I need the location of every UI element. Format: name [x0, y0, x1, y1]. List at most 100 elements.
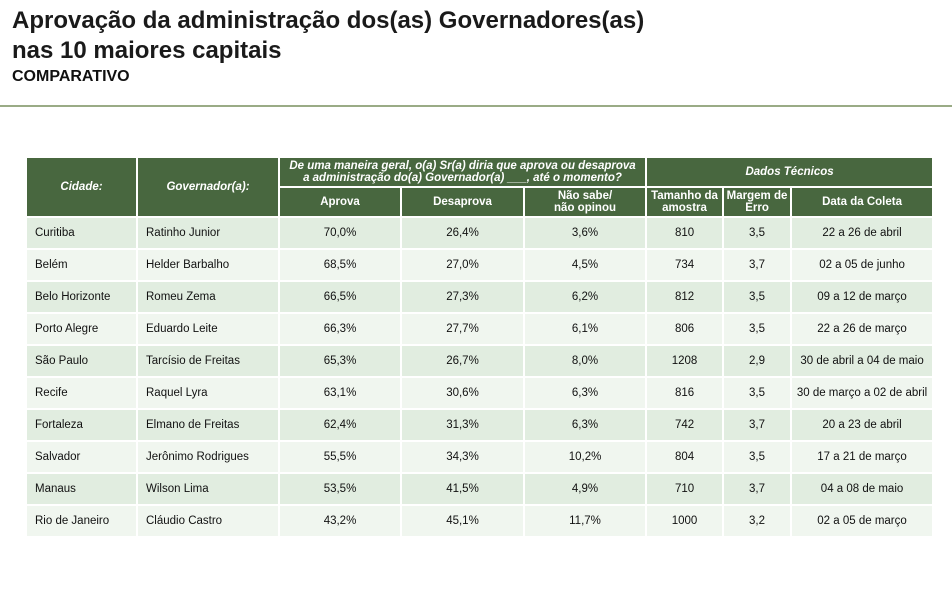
cell-city: Salvador: [27, 442, 136, 474]
col-header-sample-size-line-1: Tamanho da: [651, 190, 718, 202]
page-title: Aprovação da administração dos(as) Gover…: [12, 6, 644, 66]
cell-approve: 43,2%: [280, 506, 400, 538]
table-row: Curitiba Ratinho Junior 70,0% 26,4% 3,6%…: [27, 218, 933, 250]
cell-governor: Jerônimo Rodrigues: [138, 442, 278, 474]
table-row: Recife Raquel Lyra 63,1% 30,6% 6,3% 816 …: [27, 378, 933, 410]
cell-sample-size: 804: [647, 442, 723, 474]
cell-disapprove: 27,0%: [402, 250, 523, 282]
cell-sample-size: 810: [647, 218, 723, 250]
col-header-margin-error-line-2: Erro: [745, 202, 769, 214]
tech-data-header: Dados Técnicos: [647, 158, 933, 188]
cell-city: Belém: [27, 250, 136, 282]
cell-disapprove: 26,7%: [402, 346, 523, 378]
cell-disapprove: 31,3%: [402, 410, 523, 442]
cell-city: Manaus: [27, 474, 136, 506]
cell-dont-know: 10,2%: [525, 442, 646, 474]
col-header-collection-date: Data da Coleta: [792, 188, 933, 218]
cell-governor: Cláudio Castro: [138, 506, 278, 538]
col-header-margin-error-line-1: Margem de: [726, 190, 788, 202]
col-header-approve: Aprova: [280, 188, 400, 218]
title-line-2: nas 10 maiores capitais: [12, 37, 282, 64]
cell-margin-error: 2,9: [724, 346, 791, 378]
cell-city: Recife: [27, 378, 136, 410]
cell-governor: Ratinho Junior: [138, 218, 278, 250]
cell-city: Curitiba: [27, 218, 136, 250]
cell-approve: 66,3%: [280, 314, 400, 346]
table-row: Porto Alegre Eduardo Leite 66,3% 27,7% 6…: [27, 314, 933, 346]
cell-disapprove: 27,3%: [402, 282, 523, 314]
cell-city: Belo Horizonte: [27, 282, 136, 314]
cell-collection-date: 17 a 21 de março: [792, 442, 933, 474]
cell-collection-date: 09 a 12 de março: [792, 282, 933, 314]
cell-governor: Eduardo Leite: [138, 314, 278, 346]
table-row: Belo Horizonte Romeu Zema 66,5% 27,3% 6,…: [27, 282, 933, 314]
cell-dont-know: 3,6%: [525, 218, 646, 250]
header-divider: [0, 105, 952, 107]
table-row: São Paulo Tarcísio de Freitas 65,3% 26,7…: [27, 346, 933, 378]
cell-sample-size: 1208: [647, 346, 723, 378]
cell-sample-size: 734: [647, 250, 723, 282]
cell-margin-error: 3,7: [724, 410, 791, 442]
cell-approve: 66,5%: [280, 282, 400, 314]
cell-margin-error: 3,7: [724, 474, 791, 506]
cell-collection-date: 02 a 05 de junho: [792, 250, 933, 282]
approval-table: Cidade: Governador(a): De uma maneira ge…: [25, 158, 934, 538]
cell-dont-know: 6,2%: [525, 282, 646, 314]
cell-approve: 70,0%: [280, 218, 400, 250]
cell-governor: Romeu Zema: [138, 282, 278, 314]
col-header-city: Cidade:: [27, 158, 136, 218]
col-header-disapprove: Desaprova: [402, 188, 523, 218]
table-row: Belém Helder Barbalho 68,5% 27,0% 4,5% 7…: [27, 250, 933, 282]
table-row: Rio de Janeiro Cláudio Castro 43,2% 45,1…: [27, 506, 933, 538]
question-header: De uma maneira geral, o(a) Sr(a) diria q…: [280, 158, 646, 188]
cell-collection-date: 30 de março a 02 de abril: [792, 378, 933, 410]
col-header-dont-know: Não sabe/ não opinou: [525, 188, 646, 218]
cell-approve: 55,5%: [280, 442, 400, 474]
cell-margin-error: 3,5: [724, 314, 791, 346]
cell-sample-size: 742: [647, 410, 723, 442]
cell-approve: 63,1%: [280, 378, 400, 410]
cell-dont-know: 4,9%: [525, 474, 646, 506]
cell-city: Porto Alegre: [27, 314, 136, 346]
cell-sample-size: 1000: [647, 506, 723, 538]
cell-margin-error: 3,5: [724, 442, 791, 474]
cell-city: Rio de Janeiro: [27, 506, 136, 538]
cell-approve: 65,3%: [280, 346, 400, 378]
cell-governor: Helder Barbalho: [138, 250, 278, 282]
cell-disapprove: 45,1%: [402, 506, 523, 538]
cell-governor: Wilson Lima: [138, 474, 278, 506]
cell-margin-error: 3,5: [724, 378, 791, 410]
cell-margin-error: 3,5: [724, 218, 791, 250]
cell-city: Fortaleza: [27, 410, 136, 442]
cell-dont-know: 11,7%: [525, 506, 646, 538]
cell-dont-know: 6,3%: [525, 378, 646, 410]
cell-disapprove: 34,3%: [402, 442, 523, 474]
col-header-margin-error: Margem de Erro: [724, 188, 791, 218]
table-row: Salvador Jerônimo Rodrigues 55,5% 34,3% …: [27, 442, 933, 474]
page-subtitle: COMPARATIVO: [12, 68, 130, 85]
col-header-governor: Governador(a):: [138, 158, 278, 218]
cell-dont-know: 6,3%: [525, 410, 646, 442]
col-header-dont-know-line-1: Não sabe/: [557, 190, 613, 202]
question-line-1: De uma maneira geral, o(a) Sr(a) diria q…: [289, 160, 636, 172]
cell-sample-size: 806: [647, 314, 723, 346]
cell-sample-size: 816: [647, 378, 723, 410]
col-header-sample-size-line-2: amostra: [662, 202, 707, 214]
table-row: Manaus Wilson Lima 53,5% 41,5% 4,9% 710 …: [27, 474, 933, 506]
cell-approve: 68,5%: [280, 250, 400, 282]
cell-sample-size: 710: [647, 474, 723, 506]
cell-dont-know: 6,1%: [525, 314, 646, 346]
cell-collection-date: 02 a 05 de março: [792, 506, 933, 538]
cell-collection-date: 30 de abril a 04 de maio: [792, 346, 933, 378]
cell-collection-date: 22 a 26 de março: [792, 314, 933, 346]
cell-disapprove: 26,4%: [402, 218, 523, 250]
table-row: Fortaleza Elmano de Freitas 62,4% 31,3% …: [27, 410, 933, 442]
cell-disapprove: 30,6%: [402, 378, 523, 410]
cell-governor: Raquel Lyra: [138, 378, 278, 410]
cell-collection-date: 04 a 08 de maio: [792, 474, 933, 506]
cell-margin-error: 3,7: [724, 250, 791, 282]
cell-city: São Paulo: [27, 346, 136, 378]
cell-approve: 62,4%: [280, 410, 400, 442]
cell-disapprove: 41,5%: [402, 474, 523, 506]
cell-margin-error: 3,5: [724, 282, 791, 314]
